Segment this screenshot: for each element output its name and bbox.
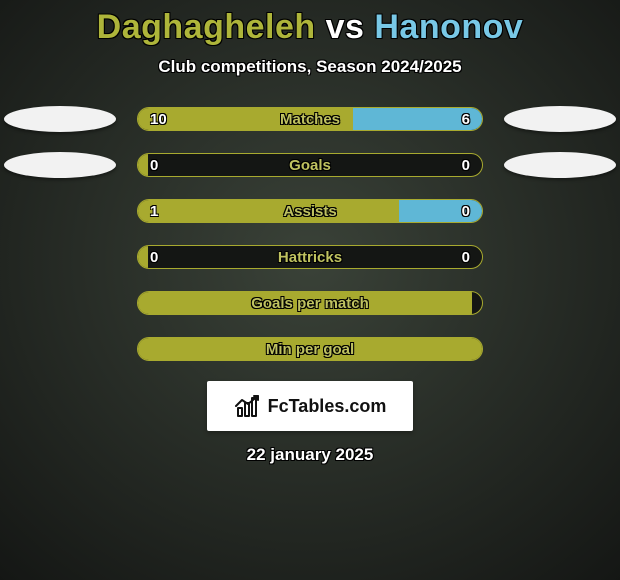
club-badge-right [504, 152, 616, 178]
chart-icon [234, 394, 262, 418]
footer-date: 22 january 2025 [247, 445, 374, 465]
page-title: Daghagheleh vs Hanonov [97, 8, 524, 47]
stat-bar: Min per goal [137, 337, 483, 361]
stat-row: Assists10 [0, 199, 620, 223]
stat-bar-fill-left [138, 108, 353, 130]
stat-value-right: 0 [462, 246, 470, 268]
stat-bar-fill-left [138, 246, 148, 268]
stat-label: Goals [138, 154, 482, 176]
content-root: Daghagheleh vs Hanonov Club competitions… [0, 0, 620, 580]
logo-text: FcTables.com [268, 396, 387, 417]
stat-value-right: 0 [462, 154, 470, 176]
stat-row: Goals per match [0, 291, 620, 315]
stat-value-left: 0 [150, 246, 158, 268]
stat-rows: Matches106Goals00Assists10Hattricks00Goa… [0, 107, 620, 361]
title-player1: Daghagheleh [97, 8, 316, 46]
stat-bar-fill-left [138, 154, 148, 176]
stat-bar: Matches106 [137, 107, 483, 131]
stat-bar-fill-right [353, 108, 482, 130]
stat-value-left: 0 [150, 154, 158, 176]
stat-bar: Assists10 [137, 199, 483, 223]
title-vs: vs [326, 8, 365, 46]
stat-bar-fill-left [138, 200, 399, 222]
title-player2: Hanonov [374, 8, 523, 46]
stat-row: Hattricks0 0 [0, 245, 620, 269]
club-badge-left [4, 106, 116, 132]
stat-bar: Hattricks0 0 [137, 245, 483, 269]
stat-row: Goals0 0 [0, 153, 620, 177]
club-badge-left [4, 152, 116, 178]
stat-row: Min per goal [0, 337, 620, 361]
subtitle: Club competitions, Season 2024/2025 [158, 57, 461, 77]
stat-bar: Goals per match [137, 291, 483, 315]
stat-bar-fill-right [399, 200, 482, 222]
stat-bar-fill-left [138, 338, 482, 360]
stat-label: Hattricks [138, 246, 482, 268]
stat-row: Matches106 [0, 107, 620, 131]
stat-bar-fill-left [138, 292, 472, 314]
logo-badge: FcTables.com [207, 381, 413, 431]
club-badge-right [504, 106, 616, 132]
stat-bar: Goals0 0 [137, 153, 483, 177]
